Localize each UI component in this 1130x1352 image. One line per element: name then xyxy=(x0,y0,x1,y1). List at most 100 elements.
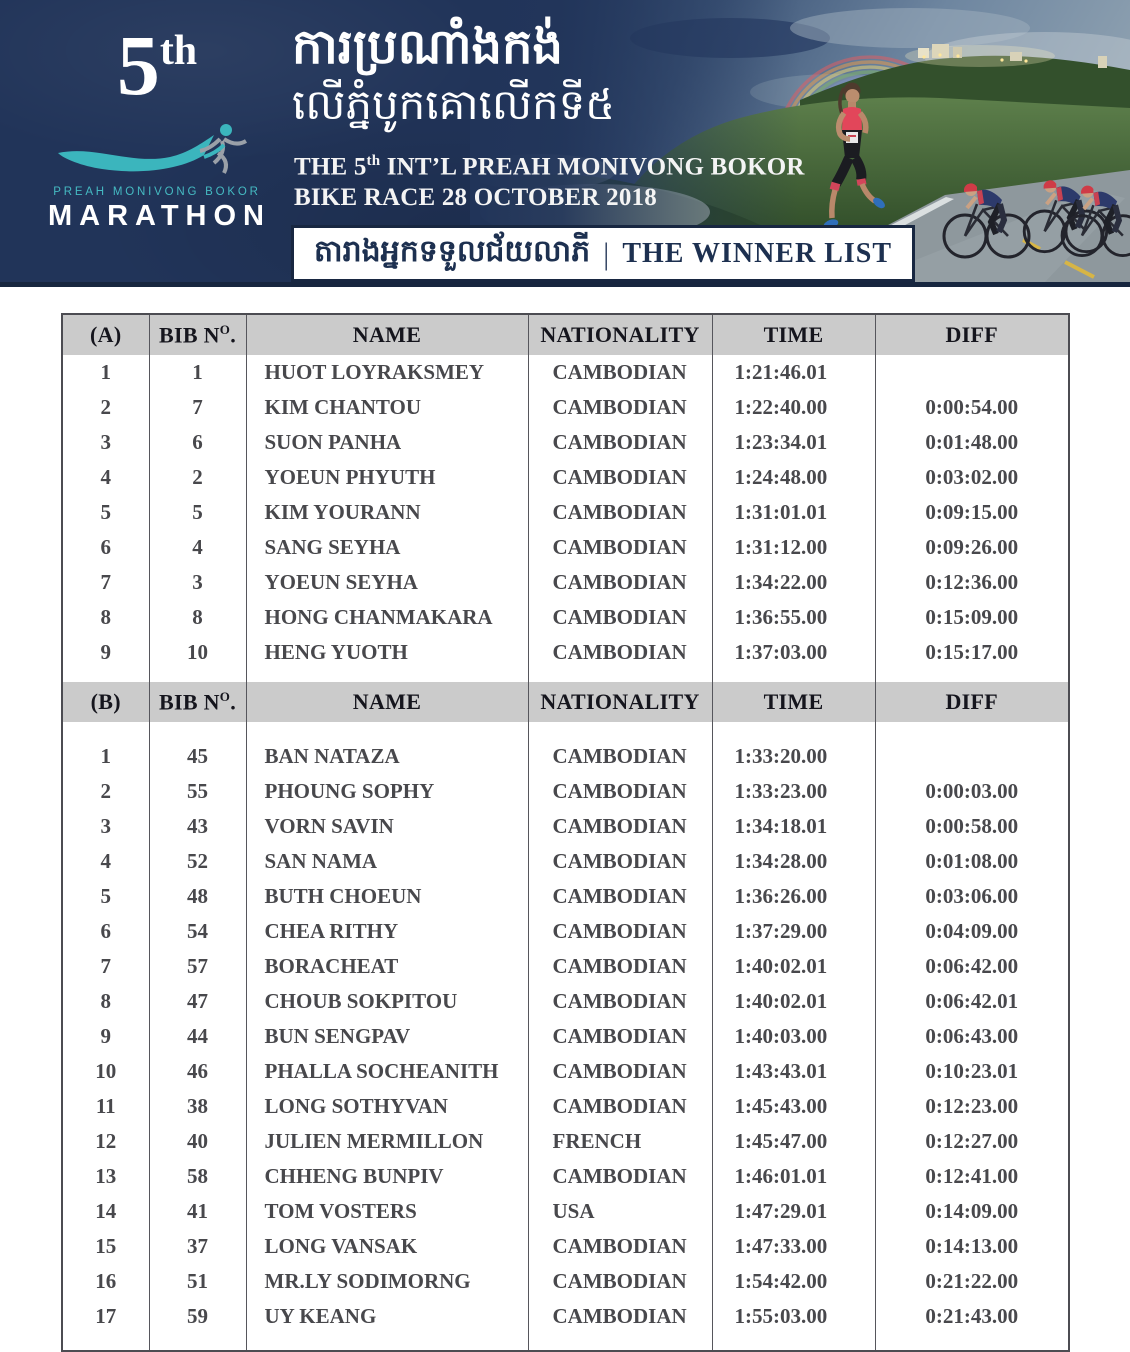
column-header-bib: BIB NO. xyxy=(148,314,246,355)
spacer-cell xyxy=(62,722,149,739)
nationality-cell: CAMBODIAN xyxy=(527,739,712,774)
nationality-cell: CAMBODIAN xyxy=(527,879,712,914)
time-cell: 1:43:43.01 xyxy=(711,1054,875,1089)
title-english-sup: th xyxy=(366,153,381,169)
rank-cell: 1 xyxy=(100,360,112,384)
nationality-cell: CAMBODIAN xyxy=(527,635,712,670)
table-row: 14 41 TOM VOSTERS USA 1:47:29.01 0:14:09.00 xyxy=(62,1194,1069,1229)
nationality-cell: CAMBODIAN xyxy=(527,844,712,879)
rank-cell: 8 xyxy=(100,989,112,1013)
nationality-cell: CAMBODIAN xyxy=(527,530,712,565)
diff-cell: 0:06:42.01 xyxy=(874,984,1069,1019)
cyclist-figure xyxy=(1022,180,1109,254)
time-cell: 1:37:29.00 xyxy=(711,914,875,949)
time-cell: 1:40:02.01 xyxy=(711,984,875,1019)
column-header-bib-text: BIB N xyxy=(158,322,220,348)
title-english-line2: BIKE RACE 28 OCTOBER 2018 xyxy=(294,184,657,212)
rank-cell: 13 xyxy=(95,1164,117,1188)
diff-cell: 0:04:09.00 xyxy=(874,914,1069,949)
winner-table: (A) BIB NO. NAME NATIONALITY TIME DIFF 1 1 HUOT … xyxy=(61,313,1070,1352)
table-row: 8 47 CHOUB SOKPITOU CAMBODIAN 1:40:02.01 0:06… xyxy=(62,984,1069,1019)
name-cell: PHALLA SOCHEANITH xyxy=(245,1054,528,1089)
diff-cell xyxy=(874,355,1069,390)
rank-cell: 6 xyxy=(100,535,112,559)
rank-cell: 9 xyxy=(100,640,112,664)
rank-cell: 2 xyxy=(100,395,112,419)
table-row: 9 44 BUN SENGPAV CAMBODIAN 1:40:03.00 0:06:43… xyxy=(62,1019,1069,1054)
column-header-name: NAME xyxy=(245,314,528,355)
name-cell: PHOUNG SOPHY xyxy=(245,774,528,809)
nationality-cell: CAMBODIAN xyxy=(527,600,712,635)
bib-cell: 5 xyxy=(148,495,246,530)
table-row: 1 45 BAN NATAZA CAMBODIAN 1:33:20.00 xyxy=(62,739,1069,774)
rank-cell: 1 xyxy=(100,744,112,768)
nationality-cell: USA xyxy=(527,1194,712,1229)
nationality-cell: CAMBODIAN xyxy=(527,460,712,495)
diff-cell: 0:10:23.01 xyxy=(874,1054,1069,1089)
column-header-bib-text: . xyxy=(230,322,237,348)
rank-cell: 3 xyxy=(100,430,112,454)
time-cell: 1:40:02.01 xyxy=(711,949,875,984)
cyclist-figure xyxy=(942,183,1031,259)
spacer-cell xyxy=(711,1334,875,1351)
table-row: 11 38 LONG SOTHYVAN CAMBODIAN 1:45:43.00 0:12… xyxy=(62,1089,1069,1124)
rank-cell: 3 xyxy=(100,814,112,838)
title-english-line1: THE 5th INT’L PREAH MONIVONG BOKOR xyxy=(294,146,805,182)
rank-cell: 9 xyxy=(100,1024,112,1048)
bib-cell: 4 xyxy=(148,530,246,565)
name-cell: KIM CHANTOU xyxy=(245,390,528,425)
bib-cell: 6 xyxy=(148,425,246,460)
rank-cell: 17 xyxy=(95,1304,117,1328)
rank-cell: 5 xyxy=(100,500,112,524)
event-banner: 5th PREAH MONIVONG BOKOR MARATHON ការប្រ… xyxy=(0,0,1130,287)
table-row: 17 59 UY KEANG CAMBODIAN 1:55:03.00 0:21:43.0… xyxy=(62,1299,1069,1334)
bib-cell: 45 xyxy=(148,739,246,774)
diff-cell: 0:15:09.00 xyxy=(874,600,1069,635)
spacer-cell xyxy=(148,1334,246,1351)
bib-cell: 41 xyxy=(148,1194,246,1229)
column-header-bib-text: BIB N xyxy=(158,689,220,715)
column-header-bib-text: . xyxy=(230,689,237,715)
column-header-diff: DIFF xyxy=(874,682,1069,722)
column-header-name: NAME xyxy=(245,682,528,722)
rank-cell: 2 xyxy=(100,779,112,803)
table-row: 10 46 PHALLA SOCHEANITH CAMBODIAN 1:43:43.01… xyxy=(62,1054,1069,1089)
logo-ribbon-runner-icon xyxy=(58,124,248,174)
nationality-cell: CAMBODIAN xyxy=(527,1089,712,1124)
rank-cell: 8 xyxy=(100,605,112,629)
column-header-section: (B) xyxy=(62,682,149,722)
table-row: 1 1 HUOT LOYRAKSMEY CAMBODIAN 1:21:46.01 xyxy=(62,355,1069,390)
nationality-cell: CAMBODIAN xyxy=(527,949,712,984)
name-cell: SANG SEYHA xyxy=(245,530,528,565)
table-row: 5 5 KIM YOURANN CAMBODIAN 1:31:01.01 0:09:15.… xyxy=(62,495,1069,530)
table-row: 7 57 BORACHEAT CAMBODIAN 1:40:02.01 0:06:42.0… xyxy=(62,949,1069,984)
nationality-cell: CAMBODIAN xyxy=(527,1264,712,1299)
bib-cell: 47 xyxy=(148,984,246,1019)
table-row: 15 37 LONG VANSAK CAMBODIAN 1:47:33.00 0:14:1… xyxy=(62,1229,1069,1264)
name-cell: UY KEANG xyxy=(245,1299,528,1334)
bib-cell: 43 xyxy=(148,809,246,844)
diff-cell xyxy=(874,739,1069,774)
spacer-cell xyxy=(62,670,149,682)
bottom-pad xyxy=(62,1334,1069,1351)
column-header-bib: BIB NO. xyxy=(148,682,246,722)
time-cell: 1:47:33.00 xyxy=(711,1229,875,1264)
bib-cell: 58 xyxy=(148,1159,246,1194)
bib-cell: 3 xyxy=(148,565,246,600)
time-cell: 1:31:12.00 xyxy=(711,530,875,565)
logo-edition: 5th xyxy=(48,22,266,129)
diff-cell: 0:01:08.00 xyxy=(874,844,1069,879)
diff-cell: 0:14:13.00 xyxy=(874,1229,1069,1264)
time-cell: 1:33:20.00 xyxy=(711,739,875,774)
spacer-cell xyxy=(711,722,875,739)
nationality-cell: CAMBODIAN xyxy=(527,1299,712,1334)
bib-cell: 37 xyxy=(148,1229,246,1264)
name-cell: SAN NAMA xyxy=(245,844,528,879)
runner-figure xyxy=(823,82,885,229)
nationality-cell: CAMBODIAN xyxy=(527,495,712,530)
name-cell: KIM YOURANN xyxy=(245,495,528,530)
spacer-cell xyxy=(148,722,246,739)
winner-list-box: តារាងអ្នកទទួលជ័យលាភី | THE WINNER LIST xyxy=(291,225,916,282)
column-header-bib-text: O xyxy=(219,321,231,337)
time-cell: 1:36:55.00 xyxy=(711,600,875,635)
